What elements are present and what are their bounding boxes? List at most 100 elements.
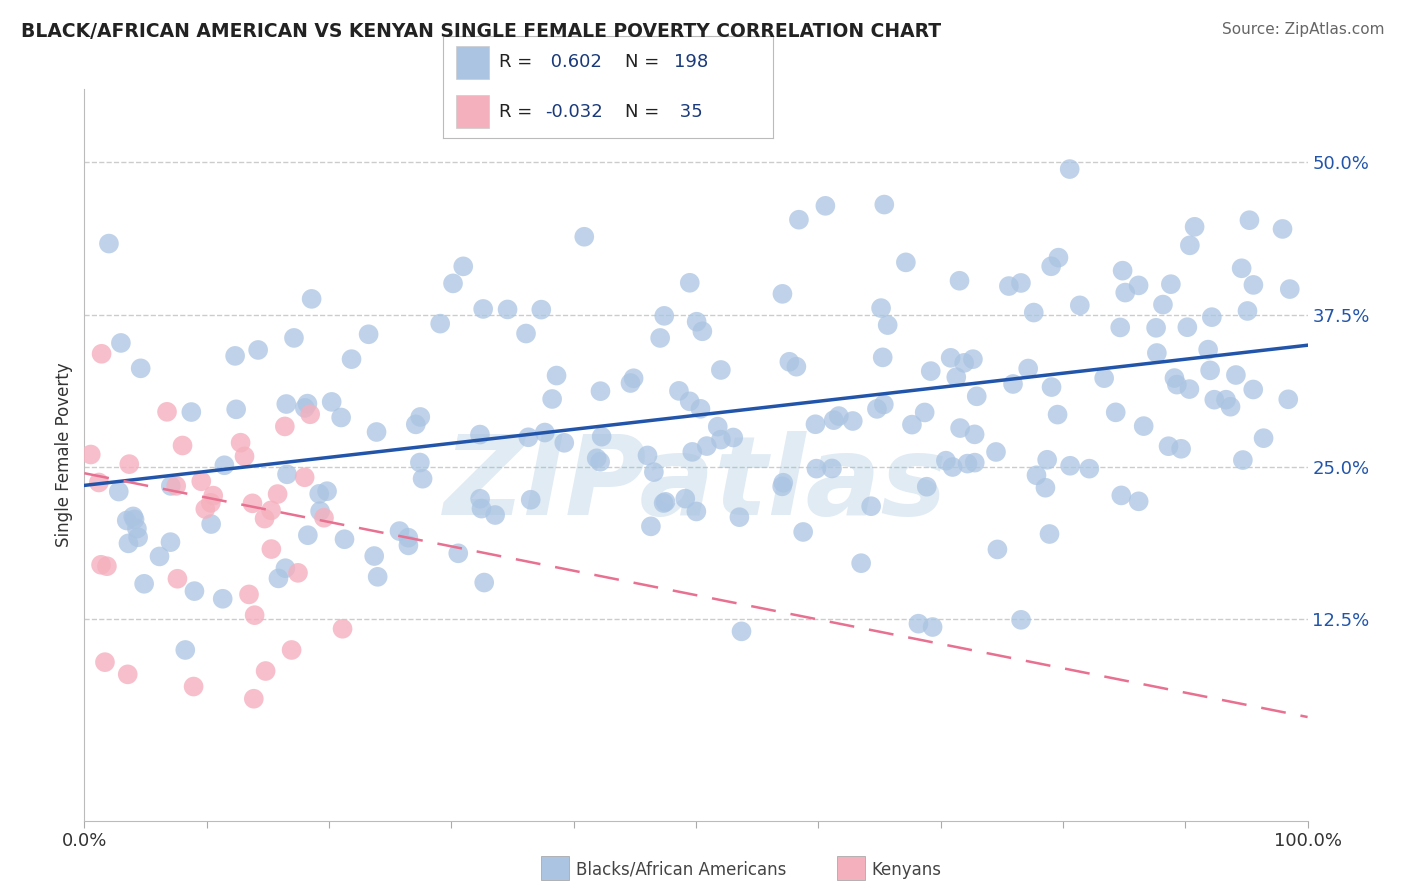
Point <box>470 501 492 516</box>
Point <box>159 479 181 493</box>
Point <box>409 456 432 470</box>
Point <box>541 392 564 406</box>
Point <box>668 384 690 398</box>
Point <box>963 456 986 470</box>
Point <box>515 326 537 341</box>
Point <box>1035 481 1057 495</box>
Point <box>945 370 967 384</box>
Point <box>876 318 898 332</box>
Point <box>1160 277 1182 292</box>
Point <box>723 430 745 444</box>
Point <box>200 516 222 531</box>
Point <box>963 427 986 442</box>
Point <box>1046 408 1069 422</box>
Point <box>517 430 540 444</box>
Point <box>1036 452 1059 467</box>
Point <box>243 691 266 706</box>
Point <box>949 421 972 435</box>
Point <box>1040 380 1063 394</box>
Point <box>966 389 988 403</box>
Point <box>1059 162 1081 177</box>
Text: 198: 198 <box>675 54 709 71</box>
Point <box>301 292 323 306</box>
Point <box>266 487 288 501</box>
Point <box>1219 400 1241 414</box>
Point <box>1201 310 1223 325</box>
Point <box>260 503 283 517</box>
Point <box>148 549 170 564</box>
Point <box>166 572 188 586</box>
Point <box>194 502 217 516</box>
Point <box>172 438 194 452</box>
Point <box>1002 376 1025 391</box>
Point <box>706 419 728 434</box>
Point <box>267 571 290 585</box>
Point <box>1114 285 1136 300</box>
Point <box>124 512 146 526</box>
Point <box>530 302 553 317</box>
Point <box>553 435 575 450</box>
Point <box>842 414 865 428</box>
Point <box>730 624 752 639</box>
Point <box>685 504 707 518</box>
Point <box>962 352 984 367</box>
Point <box>316 484 339 499</box>
Point <box>935 453 957 467</box>
Point <box>1078 461 1101 475</box>
Point <box>247 343 270 357</box>
Point <box>942 460 965 475</box>
Point <box>134 576 156 591</box>
Point <box>870 301 893 315</box>
Point <box>1132 419 1154 434</box>
Point <box>873 397 896 411</box>
Point <box>1111 488 1133 502</box>
Point <box>409 409 432 424</box>
Point <box>276 397 298 411</box>
Point <box>468 491 491 506</box>
Point <box>939 351 962 365</box>
Point <box>253 511 276 525</box>
Text: -0.032: -0.032 <box>546 103 603 120</box>
Point <box>200 496 222 510</box>
Point <box>388 524 411 538</box>
Text: Source: ZipAtlas.com: Source: ZipAtlas.com <box>1222 22 1385 37</box>
Point <box>80 448 103 462</box>
Point <box>1236 304 1258 318</box>
Point <box>363 549 385 563</box>
Point <box>97 236 120 251</box>
Point <box>1010 613 1032 627</box>
Point <box>710 433 733 447</box>
Text: R =: R = <box>499 54 538 71</box>
Point <box>340 352 363 367</box>
Point <box>333 533 356 547</box>
Point <box>294 470 316 484</box>
Point <box>1128 278 1150 293</box>
Point <box>87 475 110 490</box>
Point <box>585 451 607 466</box>
Point <box>472 301 495 316</box>
Point <box>229 435 252 450</box>
Point <box>260 542 283 557</box>
Point <box>546 368 568 383</box>
Point <box>447 546 470 560</box>
Point <box>948 274 970 288</box>
Point <box>308 487 330 501</box>
Point <box>792 524 814 539</box>
Point <box>1197 343 1219 357</box>
Point <box>872 351 894 365</box>
Point <box>1022 305 1045 319</box>
Point <box>405 417 427 432</box>
Point <box>643 465 665 479</box>
Point <box>233 450 256 464</box>
Text: N =: N = <box>624 103 665 120</box>
Point <box>118 457 141 471</box>
Point <box>122 509 145 524</box>
Point <box>1204 392 1226 407</box>
Point <box>1253 431 1275 445</box>
Point <box>396 531 419 545</box>
Point <box>689 401 711 416</box>
Point <box>274 561 297 575</box>
Point <box>915 480 938 494</box>
Point <box>772 286 794 301</box>
Point <box>873 197 896 211</box>
